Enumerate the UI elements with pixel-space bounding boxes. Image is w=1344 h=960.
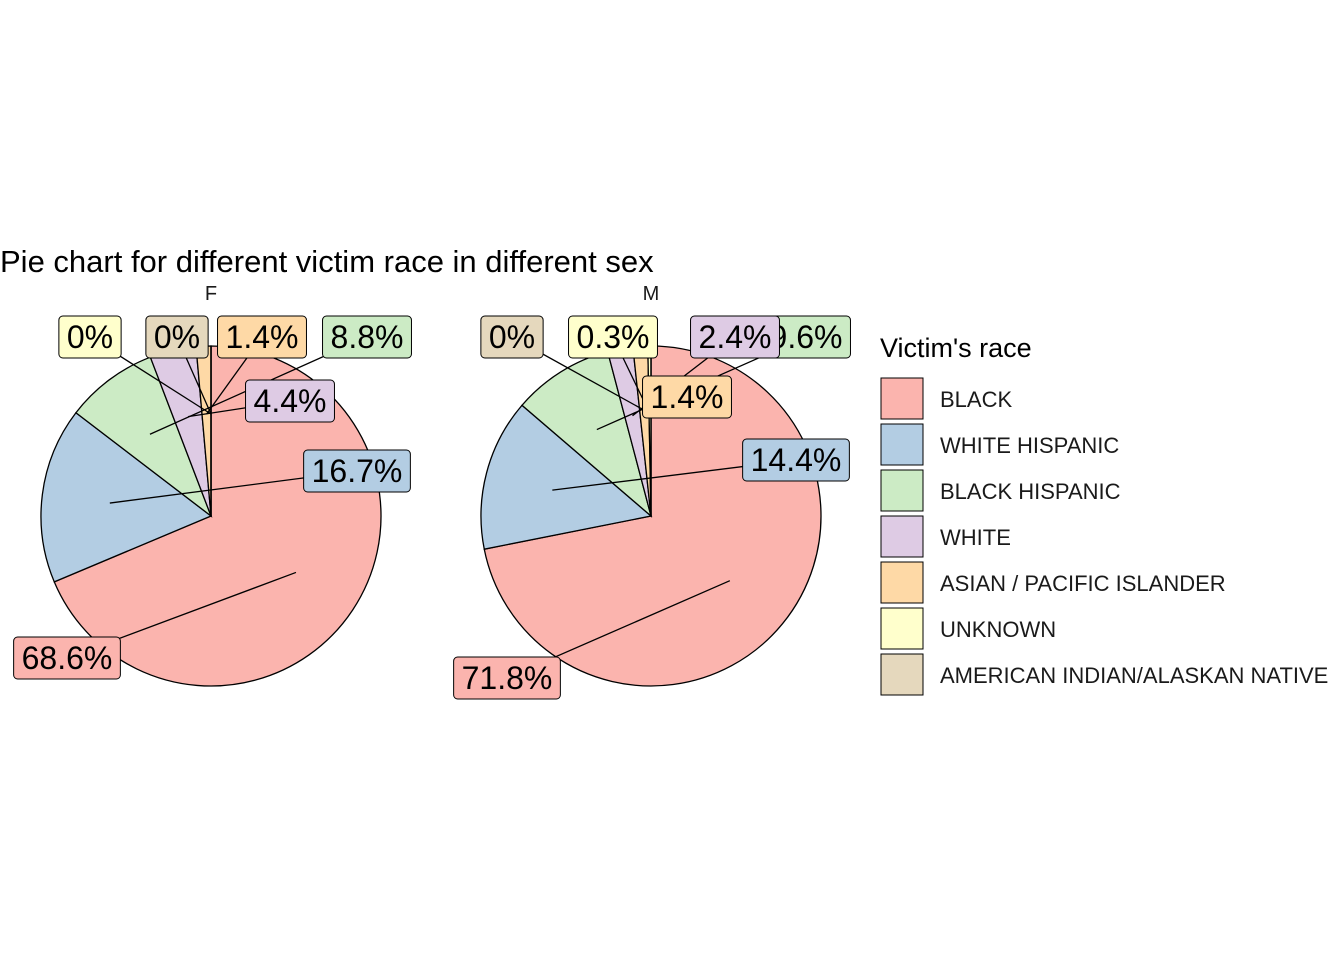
slice-label-unknown: 0% bbox=[58, 315, 122, 359]
label-box bbox=[303, 449, 411, 493]
label-box bbox=[217, 315, 307, 359]
legend-swatch bbox=[880, 515, 924, 558]
legend-label: ASIAN / PACIFIC ISLANDER bbox=[940, 571, 1226, 596]
label-box bbox=[568, 315, 658, 359]
slice-label-text: 1.4% bbox=[226, 319, 299, 355]
pie-panel-m: M 71.8% 14.4% 9.6%2.4% 1.4%0.3% 0% bbox=[453, 283, 851, 700]
slice-labels: 71.8% 14.4% 9.6%2.4% 1.4%0.3% 0% bbox=[453, 315, 851, 700]
slice-label-text: 8.8% bbox=[331, 319, 404, 355]
legend-label: AMERICAN INDIAN/ALASKAN NATIVE bbox=[940, 663, 1328, 688]
slice-label-black: 71.8% bbox=[453, 656, 561, 700]
pie-slice-black bbox=[53, 345, 382, 687]
legend-swatch bbox=[880, 377, 924, 420]
chart-title: Pie chart for different victim race in d… bbox=[0, 244, 654, 279]
slice-label-american-indian-alaskan-native: 0% bbox=[480, 315, 544, 359]
slice-label-text: 0% bbox=[67, 319, 113, 355]
legend-title: Victim's race bbox=[880, 333, 1032, 363]
legend-label: UNKNOWN bbox=[940, 617, 1056, 642]
slice-label-unknown: 0.3% bbox=[568, 315, 658, 359]
slice-label-asian-pacific-islander: 1.4% bbox=[217, 315, 307, 359]
legend-label: WHITE bbox=[940, 525, 1011, 550]
legend-item-unknown: UNKNOWN bbox=[880, 607, 1056, 650]
legend: Victim's race BLACK WHITE HISPANIC BLACK H… bbox=[880, 333, 1328, 696]
slice-label-asian-pacific-islander: 1.4% bbox=[642, 375, 732, 419]
slice-labels: 68.6% 16.7% 8.8%4.4% 1.4% 0% 0% bbox=[13, 315, 412, 680]
label-box bbox=[322, 315, 412, 359]
slice-label-black: 68.6% bbox=[13, 636, 121, 680]
legend-label: BLACK HISPANIC bbox=[940, 479, 1121, 504]
legend-item-white: WHITE bbox=[880, 515, 1011, 558]
label-box bbox=[690, 315, 780, 359]
pie-slice-white-hispanic bbox=[40, 411, 213, 583]
slice-label-black-hispanic: 8.8% bbox=[322, 315, 412, 359]
legend-item-black-hispanic: BLACK HISPANIC bbox=[880, 469, 1121, 512]
pie-panels: F 68.6% 16.7% 8.8%4.4% 1.4% 0% 0% M 71.8% 14.4% 9.… bbox=[13, 283, 851, 700]
label-box bbox=[742, 438, 850, 482]
legend-swatch bbox=[880, 561, 924, 604]
legend-item-white-hispanic: WHITE HISPANIC bbox=[880, 423, 1119, 466]
slice-label-american-indian-alaskan-native: 0% bbox=[145, 315, 209, 359]
legend-swatch bbox=[880, 423, 924, 466]
slice-label-black-hispanic: 9.6% bbox=[761, 315, 851, 359]
slice-label-text: 4.4% bbox=[254, 383, 327, 419]
label-box bbox=[480, 315, 544, 359]
slice-label-text: 68.6% bbox=[22, 640, 113, 676]
slice-label-white-hispanic: 14.4% bbox=[742, 438, 850, 482]
slice-label-white-hispanic: 16.7% bbox=[303, 449, 411, 493]
slice-label-white: 2.4% bbox=[690, 315, 780, 359]
legend-swatch bbox=[880, 607, 924, 650]
slice-label-text: 14.4% bbox=[751, 442, 842, 478]
pie-slice-black bbox=[483, 345, 822, 687]
facet-label: M bbox=[643, 283, 660, 305]
slice-label-text: 71.8% bbox=[462, 660, 553, 696]
legend-item-black: BLACK bbox=[880, 377, 1012, 420]
label-box bbox=[145, 315, 209, 359]
slice-label-white: 4.4% bbox=[245, 379, 335, 423]
slice-label-text: 9.6% bbox=[770, 319, 843, 355]
slice-label-text: 0.3% bbox=[577, 319, 650, 355]
pie-slices bbox=[40, 345, 382, 687]
slice-label-text: 0% bbox=[489, 319, 535, 355]
legend-item-american-indian-alaskan-native: AMERICAN INDIAN/ALASKAN NATIVE bbox=[880, 653, 1328, 696]
pie-panel-f: F 68.6% 16.7% 8.8%4.4% 1.4% 0% 0% bbox=[13, 283, 412, 687]
slice-label-text: 1.4% bbox=[651, 379, 724, 415]
label-box bbox=[642, 375, 732, 419]
slice-label-text: 16.7% bbox=[312, 453, 403, 489]
legend-swatch bbox=[880, 653, 924, 696]
pie-slice-white-hispanic bbox=[480, 404, 653, 550]
legend-label: BLACK bbox=[940, 387, 1012, 412]
slice-label-text: 2.4% bbox=[699, 319, 772, 355]
legend-label: WHITE HISPANIC bbox=[940, 433, 1119, 458]
slice-label-text: 0% bbox=[154, 319, 200, 355]
label-box bbox=[58, 315, 122, 359]
label-box bbox=[13, 636, 121, 680]
label-box bbox=[453, 656, 561, 700]
facet-label: F bbox=[205, 283, 217, 305]
label-box bbox=[245, 379, 335, 423]
legend-item-asian-pacific-islander: ASIAN / PACIFIC ISLANDER bbox=[880, 561, 1226, 604]
legend-swatch bbox=[880, 469, 924, 512]
